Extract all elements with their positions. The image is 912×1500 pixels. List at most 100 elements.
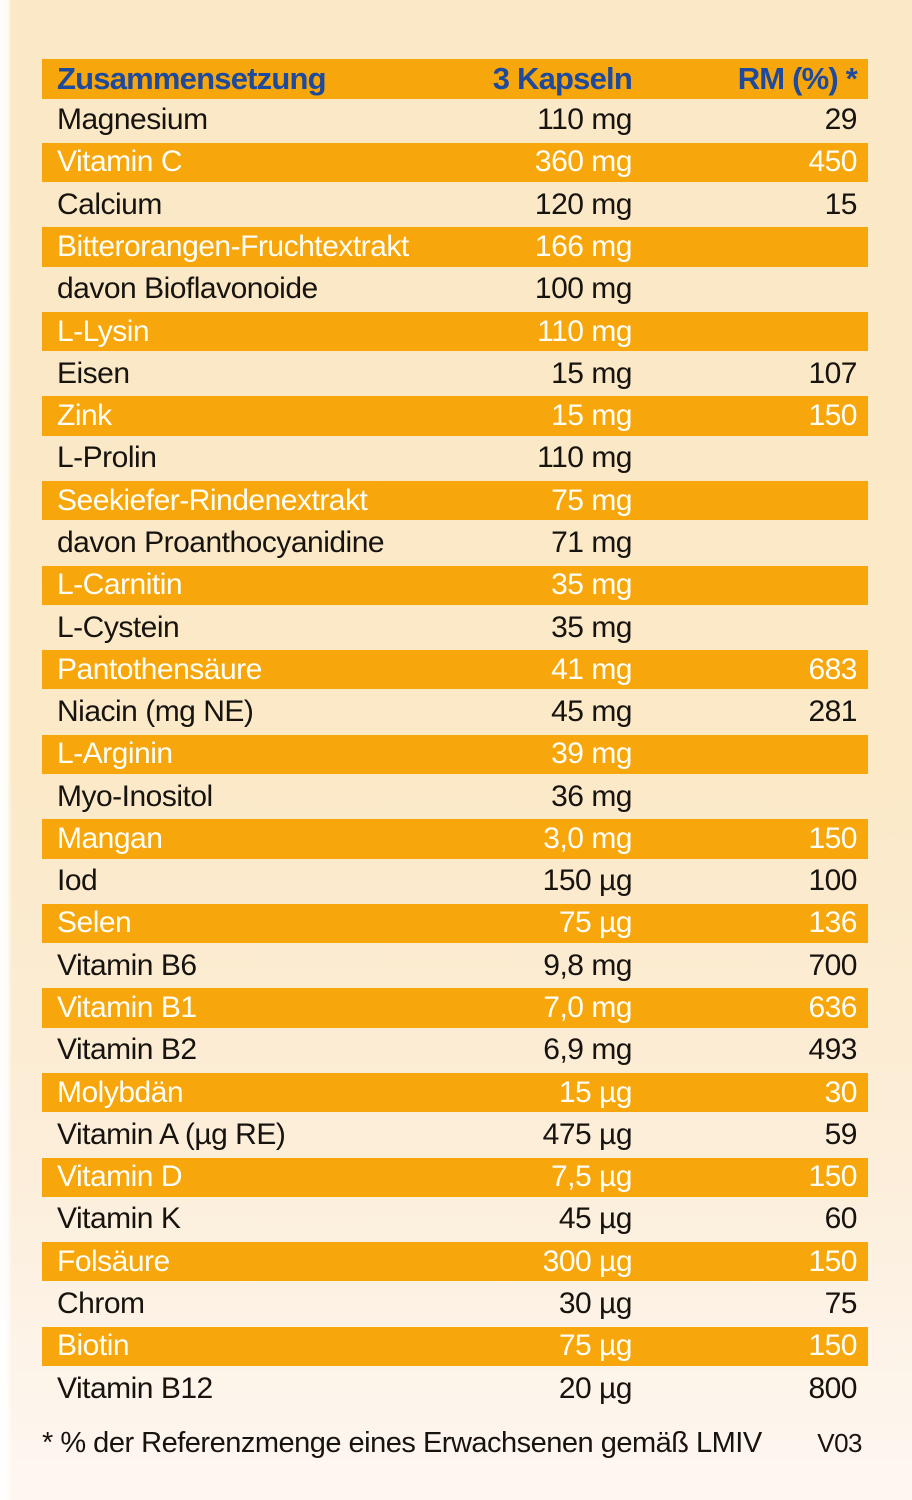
table-row: Eisen 15 mg 107 [42,353,868,395]
amount-value: 41 mg [551,652,632,686]
amount-value: 75 mg [551,483,632,517]
ingredient-name: Magnesium [57,103,208,137]
ingredient-name: Molybdän [57,1075,184,1109]
header-composition: Zusammensetzung [57,61,327,96]
amount-value: 110 mg [537,441,632,475]
table-row: Niacin (mg NE) 45 mg 281 [42,691,868,733]
rm-percent-value: 800 [808,1371,857,1405]
rm-percent-value: 15 [824,187,858,221]
rm-percent-value: 60 [824,1202,858,1236]
table-row: L-Prolin 110 mg [42,437,868,479]
table-row: Pantothensäure 41 mg 683 [42,649,868,691]
amount-value: 120 mg [534,187,633,221]
table-row: Bitterorangen-Fruchtextrakt 166 mg [42,226,868,268]
ingredient-name: Zink [57,399,112,433]
table-row: Vitamin B6 9,8 mg 700 [42,945,868,987]
table-row: Zink 15 mg 150 [42,395,868,437]
amount-value: 39 mg [551,737,632,771]
amount-value: 15 mg [551,399,632,433]
version-label: V03 [817,1428,862,1458]
ingredient-name: Seekiefer-Rindenextrakt [57,483,368,517]
table-header-row: Zusammensetzung 3 Kapseln RM (%) * [42,59,868,99]
rm-percent-value: 281 [808,695,857,729]
rm-percent-value: 700 [808,948,857,982]
ingredient-name: Mangan [57,821,163,855]
rm-percent-value: 150 [808,821,857,855]
rm-percent-value: 150 [808,1244,857,1278]
ingredient-name: Iod [57,864,98,898]
amount-value: 30 µg [558,1287,633,1321]
ingredient-name: Vitamin D [57,1160,183,1194]
rm-percent-value: 150 [808,1329,857,1363]
rm-percent-value: 636 [808,991,857,1025]
amount-value: 3,0 mg [543,821,632,855]
amount-value: 475 µg [542,1117,633,1151]
table-row: Biotin 75 µg 150 [42,1325,868,1367]
ingredient-name: Chrom [57,1287,145,1321]
table-row: L-Cystein 35 mg [42,606,868,648]
rm-percent-value: 450 [808,145,857,179]
table-row: Vitamin A (µg RE) 475 µg 59 [42,1114,868,1156]
table-row: Vitamin B1 7,0 mg 636 [42,987,868,1029]
rm-percent-value: 107 [808,356,857,390]
table-row: Calcium 120 mg 15 [42,184,868,226]
footnote: * % der Referenzmenge eines Erwachsenen … [42,1427,762,1459]
ingredient-name: Niacin (mg NE) [57,695,254,729]
amount-value: 7,5 µg [550,1160,633,1194]
ingredient-name: Vitamin B1 [57,991,197,1025]
ingredient-name: Vitamin B6 [57,948,197,982]
rm-percent-value: 100 [808,864,857,898]
amount-value: 6,9 mg [543,1033,632,1067]
ingredient-name: Calcium [57,187,162,221]
table-row: Chrom 30 µg 75 [42,1283,868,1325]
table-row: Myo-Inositol 36 mg [42,776,868,818]
table-row: Vitamin C 360 mg 450 [42,141,868,183]
table-row: Selen 75 µg 136 [42,902,868,944]
table-row: davon Proanthocyanidine 71 mg [42,522,868,564]
ingredient-name: Biotin [57,1329,130,1363]
table-row: Vitamin B2 6,9 mg 493 [42,1029,868,1071]
amount-value: 75 µg [558,906,633,940]
amount-value: 75 µg [558,1329,633,1363]
amount-value: 150 µg [542,864,633,898]
ingredient-name: Folsäure [57,1244,170,1278]
table-row: Iod 150 µg 100 [42,860,868,902]
ingredient-name: Selen [57,906,132,940]
amount-value: 36 mg [551,779,632,813]
rm-percent-value: 683 [808,652,857,686]
table-row: L-Carnitin 35 mg [42,564,868,606]
amount-value: 45 µg [558,1202,633,1236]
table-row: Magnesium 110 mg 29 [42,99,868,141]
ingredient-name: L-Prolin [57,441,157,475]
amount-value: 7,0 mg [543,991,632,1025]
ingredient-name: L-Carnitin [57,568,183,602]
table-row: Folsäure 300 µg 150 [42,1241,868,1283]
table-row: Molybdän 15 µg 30 [42,1071,868,1113]
amount-value: 15 mg [551,356,632,390]
ingredient-name: Vitamin K [57,1202,181,1236]
ingredient-name: Vitamin C [57,145,183,179]
ingredient-name: Eisen [57,356,130,390]
amount-value: 15 µg [558,1075,633,1109]
amount-value: 35 mg [551,568,632,602]
rm-percent-value: 30 [824,1075,858,1109]
ingredient-name: Bitterorangen-Fruchtextrakt [57,229,409,263]
amount-value: 166 mg [534,229,633,263]
table-row: davon Bioflavonoide 100 mg [42,268,868,310]
ingredient-name: L-Cystein [57,610,180,644]
amount-value: 360 mg [534,145,633,179]
ingredient-name: Vitamin B12 [57,1371,213,1405]
amount-value: 100 mg [534,272,633,306]
amount-value: 110 mg [537,103,632,137]
table-row: L-Arginin 39 mg [42,733,868,775]
header-rm: RM (%) * [737,61,858,96]
page-edge-highlight [0,0,12,1500]
table-row: Seekiefer-Rindenextrakt 75 mg [42,480,868,522]
amount-value: 20 µg [558,1371,633,1405]
ingredient-name: Pantothensäure [57,652,262,686]
rm-percent-value: 150 [808,399,857,433]
table-body: Magnesium 110 mg 29 Vitamin C 360 mg 450 Calci… [42,99,868,1410]
header-dose: 3 Kapseln [492,61,633,96]
amount-value: 9,8 mg [543,948,632,982]
